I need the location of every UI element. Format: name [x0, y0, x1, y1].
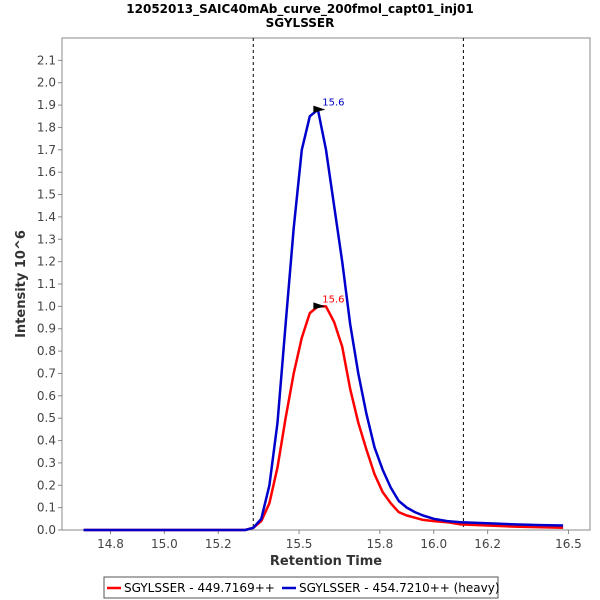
y-tick-label: 1.8	[37, 120, 56, 134]
y-tick-label: 1.3	[37, 232, 56, 246]
x-tick-label: 15.5	[286, 537, 313, 551]
y-axis-label: Intensity 10^6	[14, 230, 29, 338]
peak-marker	[313, 302, 326, 310]
integration-boundaries	[252, 38, 464, 530]
y-tick-label: 0.4	[37, 434, 56, 448]
peak-marker	[313, 105, 326, 113]
legend-box	[103, 576, 499, 599]
y-tick-label: 1.4	[37, 210, 56, 224]
x-tick-label: 15.8	[367, 537, 394, 551]
x-axis-label: Retention Time	[270, 554, 382, 569]
x-tick-label: 14.8	[97, 537, 124, 551]
y-tick-label: 0.5	[37, 411, 56, 425]
x-tick-label: 15.2	[205, 537, 232, 551]
x-tick-label: 16.0	[420, 537, 447, 551]
chart-title: 12052013_SAIC40mAb_curve_200fmol_capt01_…	[126, 2, 473, 17]
y-tick-label: 2.1	[37, 53, 56, 67]
y-tick-label: 1.1	[37, 277, 56, 291]
y-tick-label: 0.0	[37, 523, 56, 537]
y-tick-label: 1.5	[37, 188, 56, 202]
series-line-heavy	[83, 108, 564, 532]
y-tick-label: 1.7	[37, 143, 56, 157]
y-tick-label: 1.2	[37, 255, 56, 269]
y-tick-label: 1.9	[37, 98, 56, 112]
series-layer	[83, 108, 564, 532]
y-tick-label: 0.6	[37, 389, 56, 403]
y-tick-label: 2.0	[37, 76, 56, 90]
peak-label: 15.6	[322, 294, 344, 305]
y-tick-label: 0.9	[37, 322, 56, 336]
legend-label-heavy: SGYLSSER - 454.7210++ (heavy)	[299, 581, 500, 595]
y-tick-label: 0.3	[37, 456, 56, 470]
y-tick-label: 1.0	[37, 299, 56, 313]
y-tick-label: 0.1	[37, 501, 56, 515]
x-tick-label: 16.5	[555, 537, 582, 551]
y-tick-label: 1.6	[37, 165, 56, 179]
legend: SGYLSSER - 449.7169++ SGYLSSER - 454.721…	[103, 576, 500, 599]
peak-label: 15.6	[322, 98, 344, 109]
y-tick-label: 0.7	[37, 366, 56, 380]
y-tick-label: 0.2	[37, 478, 56, 492]
y-tick-label: 0.8	[37, 344, 56, 358]
legend-label-light: SGYLSSER - 449.7169++	[124, 581, 275, 595]
x-tick-label: 15.0	[151, 537, 178, 551]
y-axis: 0.0 0.1 0.2 0.3 0.4 0.5 0.6 0.7 0.8 0.9 1.0 1.1 1.2 1…	[37, 53, 62, 537]
x-tick-label: 16.2	[474, 537, 501, 551]
peak-markers: 15.6 15.6	[313, 98, 345, 310]
x-axis: 14.8 15.0 15.2 15.5 15.8 16.0 16.2 16.5	[97, 530, 582, 551]
chart-subtitle: SGYLSSER	[266, 16, 335, 30]
